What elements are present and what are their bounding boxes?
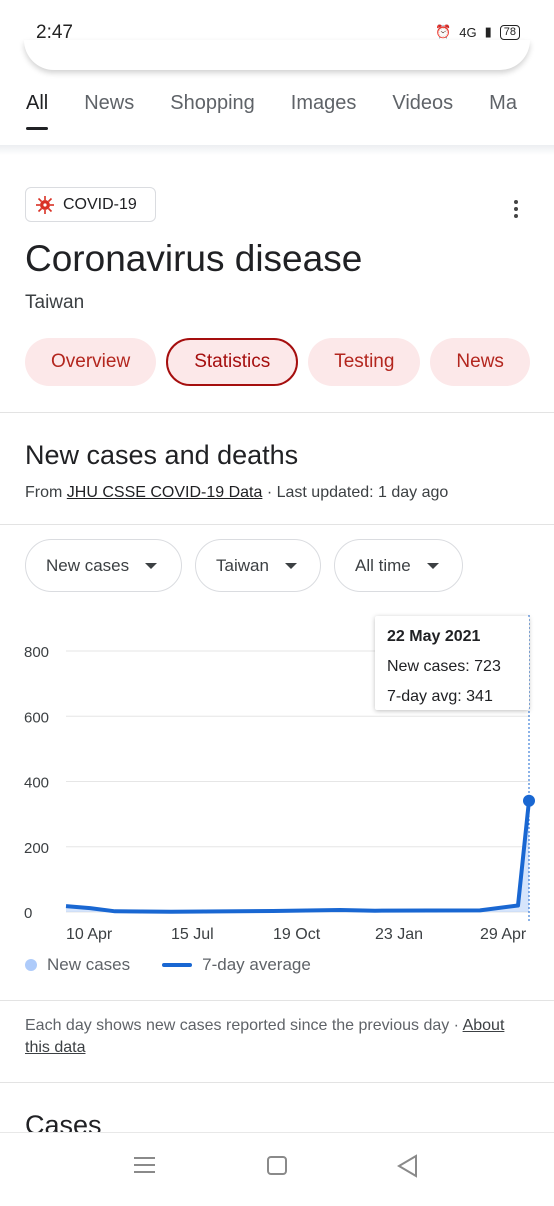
- menu-icon[interactable]: [134, 1157, 155, 1173]
- about-data-link[interactable]: About this data: [25, 1017, 505, 1056]
- source-suffix: · Last updated: 1 day ago: [262, 484, 449, 501]
- tabs-divider: [0, 145, 554, 155]
- legend-avg: 7-day average: [202, 955, 311, 974]
- more-options-icon[interactable]: [506, 198, 526, 222]
- y-tick-label: 600: [24, 709, 49, 726]
- y-tick-label: 0: [24, 905, 32, 922]
- location-label: Taiwan: [25, 292, 85, 313]
- chart-tooltip: 22 May 2021 New cases: 723 7-day avg: 34…: [375, 616, 529, 710]
- tooltip-date: 22 May 2021: [387, 628, 481, 645]
- chart-legend: New cases 7-day average: [25, 955, 311, 975]
- metric-dropdown[interactable]: New cases: [25, 539, 182, 592]
- data-note: Each day shows new cases reported since …: [25, 1015, 525, 1059]
- hover-point: [523, 794, 535, 807]
- alarm-icon: ⏰: [435, 24, 452, 39]
- caret-down-icon: [145, 562, 158, 569]
- tab-videos[interactable]: Videos: [392, 92, 454, 114]
- new-cases-swatch: [25, 959, 37, 971]
- pill-overview[interactable]: Overview: [25, 338, 157, 386]
- avg-line: [65, 800, 531, 914]
- pill-testing[interactable]: Testing: [308, 338, 421, 386]
- tooltip-cases: New cases: 723: [387, 658, 501, 675]
- covid-chip[interactable]: COVID-19: [25, 187, 156, 222]
- dropdown-label: All time: [355, 555, 411, 575]
- chip-label: COVID-19: [63, 195, 137, 213]
- divider: [0, 1082, 554, 1083]
- cases-heading: Cases: [25, 1110, 102, 1132]
- battery-icon: 78: [499, 24, 520, 40]
- legend-new-cases: New cases: [47, 955, 131, 974]
- caret-down-icon: [426, 562, 439, 569]
- home-icon[interactable]: [267, 1156, 287, 1175]
- y-tick-label: 200: [24, 840, 49, 857]
- tab-shopping[interactable]: Shopping: [170, 92, 255, 114]
- x-tick-label: 29 Apr: [480, 926, 527, 943]
- range-dropdown[interactable]: All time: [334, 539, 463, 592]
- x-tick-label: 19 Oct: [273, 926, 321, 943]
- tab-maps[interactable]: Ma: [489, 92, 517, 114]
- network-label: 4G: [459, 24, 477, 40]
- section-title: New cases and deaths: [25, 440, 299, 470]
- source-prefix: From: [25, 484, 67, 501]
- divider: [0, 1000, 554, 1001]
- tooltip-avg: 7-day avg: 341: [387, 688, 493, 705]
- data-source: From JHU CSSE COVID-19 Data · Last updat…: [25, 484, 448, 502]
- region-dropdown[interactable]: Taiwan: [195, 539, 321, 592]
- tab-all[interactable]: All: [26, 92, 49, 132]
- x-tick-label: 10 Apr: [66, 926, 113, 943]
- divider: [0, 524, 554, 525]
- virus-icon: [36, 195, 54, 214]
- x-tick-label: 15 Jul: [171, 926, 214, 943]
- note-text: Each day shows new cases reported since …: [25, 1017, 450, 1034]
- tab-images[interactable]: Images: [290, 92, 357, 114]
- source-link[interactable]: JHU CSSE COVID-19 Data: [66, 484, 263, 501]
- x-tick-label: 23 Jan: [375, 926, 423, 943]
- status-icons: ⏰ 4G ▮ 78: [435, 24, 520, 40]
- divider: [0, 412, 554, 413]
- signal-icon: ▮: [484, 24, 492, 39]
- search-tabs: All News Shopping Images Videos Ma: [0, 92, 554, 132]
- tab-news[interactable]: News: [84, 92, 135, 114]
- pill-news[interactable]: News: [430, 338, 530, 386]
- search-bar[interactable]: [24, 40, 530, 70]
- page-title: Coronavirus disease: [25, 238, 363, 279]
- note-sep: ·: [449, 1017, 463, 1034]
- y-tick-label: 800: [24, 644, 49, 661]
- caret-down-icon: [284, 562, 297, 569]
- pill-statistics[interactable]: Statistics: [166, 338, 299, 386]
- filter-row: New cases Taiwan All time: [25, 539, 463, 592]
- dropdown-label: Taiwan: [216, 555, 269, 575]
- back-icon[interactable]: [397, 1154, 417, 1178]
- system-navbar: [0, 1132, 554, 1201]
- avg-swatch: [162, 963, 193, 967]
- new-cases-area: [66, 800, 529, 912]
- status-time: 2:47: [36, 22, 73, 43]
- y-tick-label: 400: [24, 775, 49, 792]
- topic-pills: Overview Statistics Testing News: [25, 338, 530, 386]
- dropdown-label: New cases: [46, 555, 130, 575]
